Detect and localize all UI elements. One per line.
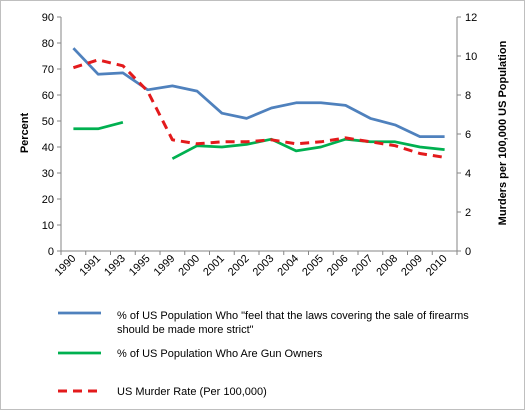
- x-tick-label: 2000: [176, 253, 202, 279]
- right-tick-label: 12: [465, 12, 477, 24]
- x-tick-label: 2006: [325, 253, 351, 279]
- legend-label-3: US Murder Rate (Per 100,000): [117, 386, 267, 398]
- x-tick-label: 2005: [300, 253, 326, 279]
- x-tick-label: 2009: [399, 253, 425, 279]
- right-axis-ticks: 0 2 4 6 8 10 12: [457, 12, 477, 258]
- x-tick-label: 2003: [251, 253, 277, 279]
- legend-label-1: % of US Population Who "feel that the la…: [117, 310, 469, 322]
- left-tick-label: 70: [42, 64, 54, 76]
- right-tick-label: 8: [465, 90, 471, 102]
- left-tick-label: 50: [42, 116, 54, 128]
- series-lines: [72, 47, 445, 160]
- legend-label-2: % of US Population Who Are Gun Owners: [117, 348, 323, 360]
- series-line-2: [73, 120, 124, 131]
- left-tick-label: 80: [42, 38, 54, 50]
- x-tick-label: 2010: [424, 253, 450, 279]
- right-axis-title: Murders per 100,000 US Population: [497, 40, 509, 225]
- x-tick-label: 2004: [275, 253, 301, 279]
- x-tick-label: 2001: [201, 253, 227, 279]
- right-tick-label: 2: [465, 207, 471, 219]
- x-tick-label: 1993: [102, 253, 128, 279]
- x-tick-label: 2007: [350, 253, 376, 279]
- series-line-3: [72, 58, 445, 159]
- left-tick-label: 30: [42, 168, 54, 180]
- series-line-1: [72, 47, 445, 138]
- left-tick-label: 40: [42, 142, 54, 154]
- legend-label-1: should be made more strict": [117, 324, 254, 336]
- left-tick-label: 20: [42, 194, 54, 206]
- x-tick-label: 1991: [77, 253, 103, 279]
- x-tick-label: 2008: [374, 253, 400, 279]
- left-tick-label: 0: [48, 246, 54, 258]
- right-tick-label: 0: [465, 246, 471, 258]
- right-tick-label: 4: [465, 168, 471, 180]
- legend: % of US Population Who "feel that the la…: [58, 310, 469, 398]
- right-tick-label: 6: [465, 129, 471, 141]
- left-tick-label: 60: [42, 90, 54, 102]
- plot-area: [60, 17, 458, 252]
- left-axis-title: Percent: [19, 112, 31, 153]
- x-tick-label: 1999: [152, 253, 178, 279]
- right-tick-label: 10: [465, 51, 477, 63]
- x-tick-label: 2002: [226, 253, 252, 279]
- left-tick-label: 90: [42, 12, 54, 24]
- left-tick-label: 10: [42, 220, 54, 232]
- x-axis-ticks: 1990199119931995199920002001200220032004…: [53, 251, 458, 279]
- x-tick-label: 1990: [53, 253, 79, 279]
- x-tick-label: 1995: [127, 253, 153, 279]
- left-axis-ticks: 0 10 20 30 40 50 60 70 80 90: [42, 12, 61, 258]
- series-line-2: [171, 137, 445, 160]
